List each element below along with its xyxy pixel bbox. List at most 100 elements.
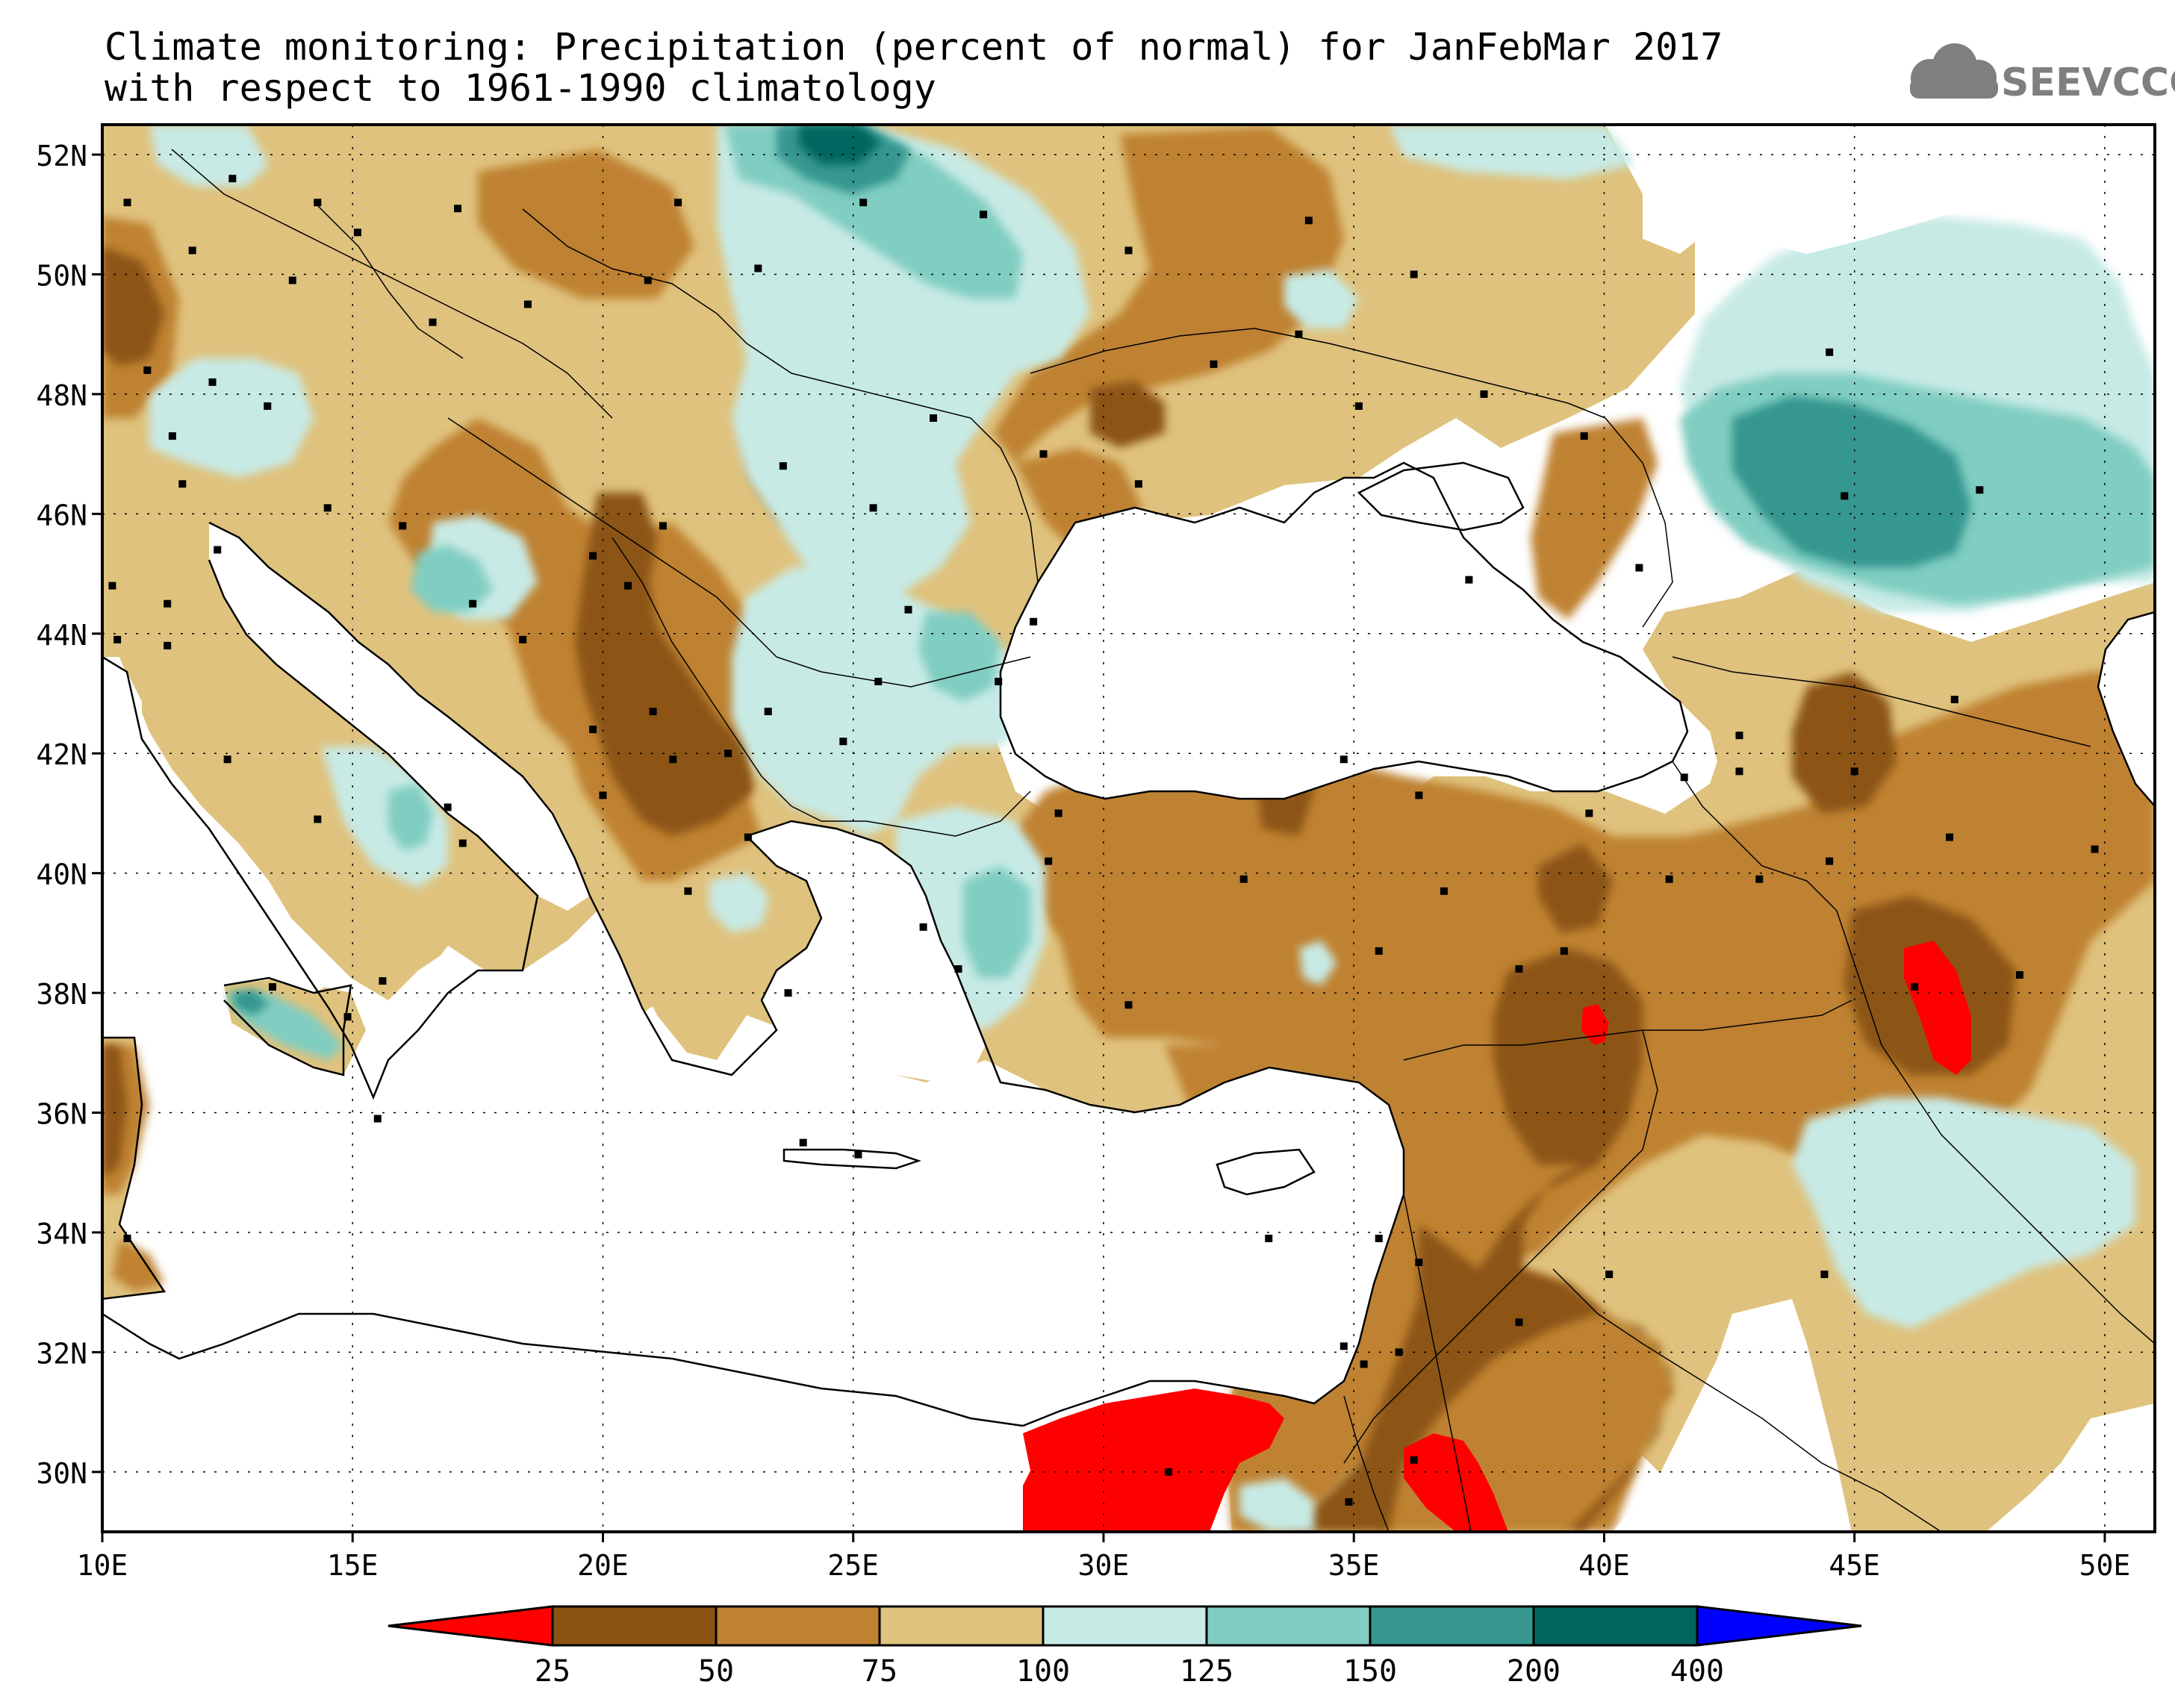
lat-label: 52N <box>36 140 87 172</box>
station-marker <box>1054 809 1062 817</box>
legend-threshold-label: 100 <box>1016 1654 1070 1689</box>
station-marker <box>1976 486 1984 494</box>
station-marker <box>228 175 237 183</box>
legend-arrow-high <box>1696 1605 1862 1647</box>
station-marker <box>178 480 187 488</box>
field-greece <box>635 866 821 1060</box>
station-marker <box>1395 1348 1403 1356</box>
azov-sea <box>1359 463 1523 530</box>
sea-masks <box>102 125 2155 1532</box>
station-marker <box>1826 348 1834 356</box>
aegean-sea <box>747 821 986 1082</box>
station-marker <box>1134 480 1142 488</box>
station-marker <box>323 504 332 512</box>
lon-label: 10E <box>77 1549 128 1582</box>
black-sea <box>1001 463 1687 799</box>
station-marker <box>2091 845 2099 853</box>
station-marker <box>1850 767 1858 776</box>
cyprus-coast <box>1216 1148 1316 1196</box>
station-marker <box>1165 1468 1173 1476</box>
station-marker <box>869 504 877 512</box>
turkey-south-coast <box>924 895 1405 1150</box>
lat-label: 38N <box>36 978 87 1011</box>
station-marker <box>164 641 172 649</box>
lon-label: 30E <box>1078 1549 1130 1582</box>
station-marker <box>1560 947 1568 955</box>
legend-threshold-label: 150 <box>1343 1654 1397 1689</box>
station-marker <box>214 546 222 554</box>
station-marker <box>1295 330 1303 338</box>
station-marker <box>684 887 692 895</box>
station-marker <box>784 989 792 997</box>
legend-threshold-label: 25 <box>535 1654 570 1689</box>
station-marker <box>674 199 682 207</box>
station-marker <box>624 582 632 590</box>
station-marker <box>1515 965 1523 973</box>
station-marker <box>859 199 868 207</box>
station-marker <box>839 738 847 746</box>
station-marker <box>223 755 231 764</box>
station-marker <box>764 708 772 716</box>
station-marker <box>995 677 1003 685</box>
adriatic-coast <box>208 521 591 897</box>
station-marker <box>919 923 927 931</box>
station-marker <box>2015 971 2023 979</box>
lat-label: 50N <box>36 260 87 293</box>
station-marker <box>1124 246 1133 255</box>
lat-label: 40N <box>36 858 87 891</box>
station-marker <box>904 605 912 614</box>
station-marker <box>1375 947 1383 955</box>
station-marker <box>1680 773 1688 782</box>
lat-label: 46N <box>36 499 87 532</box>
lon-label: 40E <box>1578 1549 1630 1582</box>
station-marker <box>1045 857 1053 865</box>
station-marker <box>268 983 276 991</box>
station-marker <box>1360 1360 1368 1368</box>
station-marker <box>754 264 762 272</box>
station-marker <box>1039 450 1048 458</box>
station-marker <box>724 749 732 758</box>
station-marker <box>1440 887 1448 895</box>
legend-swatch <box>1205 1605 1372 1647</box>
station-marker <box>659 522 667 530</box>
station-marker <box>444 803 452 811</box>
station-marker <box>1665 875 1673 883</box>
longitude-axis: 10E 15E 20E 25E 30E 35E 40E 45E 50E <box>77 1532 2131 1582</box>
legend-swatch <box>1369 1605 1535 1647</box>
station-marker <box>123 1234 131 1242</box>
country-borders <box>171 149 2155 1532</box>
italy-coast <box>102 559 539 1100</box>
lon-label: 50E <box>2079 1549 2131 1582</box>
station-marker <box>168 432 176 440</box>
lat-label: 32N <box>36 1337 87 1370</box>
title-line-1: Climate monitoring: Precipitation (perce… <box>105 25 1723 69</box>
station-marker <box>1030 617 1038 626</box>
lon-label: 35E <box>1328 1549 1380 1582</box>
station-marker <box>589 726 597 734</box>
station-marker <box>954 965 962 973</box>
caspian-sea <box>2098 612 2155 806</box>
station-marker <box>589 552 597 560</box>
caspian-coast <box>2097 611 2155 807</box>
black-sea-coast <box>999 461 1689 800</box>
lon-label: 15E <box>327 1549 379 1582</box>
station-marker <box>1415 791 1423 800</box>
station-marker <box>93 1061 101 1068</box>
station-marker <box>123 199 131 207</box>
station-marker <box>669 755 677 764</box>
station-marker <box>1605 1271 1614 1279</box>
title-line-2: with respect to 1961-1990 climatology <box>105 66 936 110</box>
lat-label: 30N <box>36 1457 87 1490</box>
station-marker <box>1239 875 1248 883</box>
legend-swatch <box>715 1605 881 1647</box>
lat-label: 48N <box>36 379 87 412</box>
legend-threshold-label: 75 <box>862 1654 897 1689</box>
station-marker <box>1580 432 1588 440</box>
greece-coast <box>588 820 927 1076</box>
station-marker <box>874 677 883 685</box>
station-marker <box>980 211 988 219</box>
adriatic-sea <box>209 523 590 911</box>
station-marker <box>854 1150 862 1159</box>
station-marker <box>1354 402 1363 410</box>
station-marker <box>264 402 272 410</box>
